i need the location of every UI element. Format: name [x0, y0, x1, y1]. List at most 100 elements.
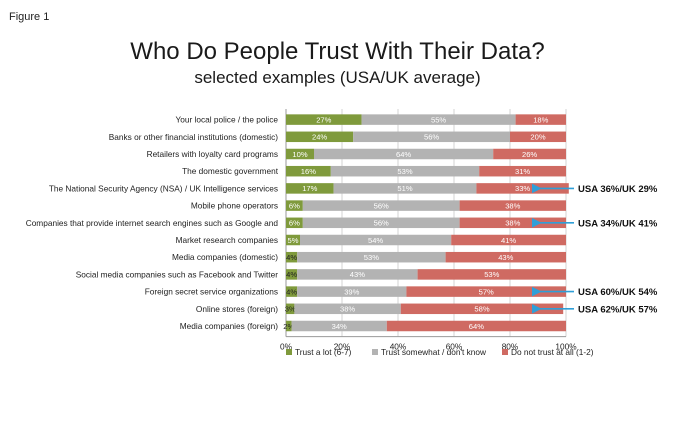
data-label: 53%	[484, 270, 499, 279]
data-label: 27%	[316, 115, 331, 124]
bar-segment	[286, 131, 354, 143]
data-label: 38%	[505, 201, 520, 210]
data-label: 54%	[368, 236, 383, 245]
category-label: Banks or other financial institutions (d…	[109, 132, 278, 142]
bar-segment	[302, 200, 460, 211]
data-label: 56%	[424, 133, 439, 142]
bar-segment	[297, 269, 418, 280]
bar-segment	[333, 183, 477, 194]
callout-label: USA 36%/UK 29%	[578, 184, 658, 195]
bar-segment	[400, 303, 564, 315]
category-label: Mobile phone operators	[191, 201, 278, 211]
bar-segment	[300, 234, 452, 246]
data-label: 39%	[344, 287, 359, 296]
bar-segment	[302, 217, 460, 229]
data-label: 38%	[340, 305, 355, 314]
data-label: 58%	[474, 305, 489, 314]
data-label: 31%	[515, 167, 530, 176]
data-label: 56%	[374, 201, 389, 210]
data-label: 38%	[505, 219, 520, 228]
x-tick-label: 0%	[280, 342, 293, 352]
data-label: 56%	[374, 219, 389, 228]
data-label: 4%	[286, 253, 297, 262]
legend-swatch	[372, 349, 378, 355]
bar-segment	[451, 234, 566, 246]
data-label: 20%	[530, 133, 545, 142]
data-label: 2%	[283, 322, 294, 331]
legend-swatch	[502, 349, 508, 355]
data-label: 4%	[286, 287, 297, 296]
data-label: 6%	[289, 201, 300, 210]
bar-segment	[353, 131, 510, 143]
bar-segment	[286, 165, 331, 177]
data-label: 3%	[285, 305, 296, 314]
data-label: 6%	[289, 219, 300, 228]
data-label: 41%	[501, 236, 516, 245]
category-label: Market research companies	[176, 235, 278, 245]
data-label: 64%	[469, 322, 484, 331]
bar-segment	[286, 148, 314, 160]
category-label: The National Security Agency (NSA) / UK …	[49, 183, 278, 193]
bar-segment	[286, 217, 303, 229]
data-label: 53%	[397, 167, 412, 176]
data-label: 33%	[515, 184, 530, 193]
category-label: Retailers with loyalty card programs	[147, 149, 278, 159]
bar-segment	[286, 303, 295, 315]
category-label: Foreign secret service organizations	[145, 287, 278, 297]
bar-segment	[286, 286, 298, 297]
category-label: The domestic government	[182, 166, 279, 176]
data-label: 57%	[479, 287, 494, 296]
category-label: Media companies (domestic)	[172, 252, 278, 262]
bar-segment	[445, 251, 566, 263]
data-label: 55%	[431, 115, 446, 124]
bar-segment	[286, 234, 300, 246]
bar-segment	[297, 286, 407, 297]
bar-segment	[330, 165, 480, 177]
legend-swatch	[286, 349, 292, 355]
x-tick-label: 80%	[502, 342, 519, 352]
data-label: 43%	[350, 270, 365, 279]
bar-segment	[361, 114, 516, 125]
category-label: Media companies (foreign)	[180, 321, 278, 331]
x-tick-label: 40%	[390, 342, 407, 352]
bar-segment	[286, 251, 298, 263]
category-label: Your local police / the police	[175, 115, 278, 125]
chart-subtitle: selected examples (USA/UK average)	[194, 68, 481, 87]
legend-label: Do not trust at all (1-2)	[511, 347, 594, 357]
data-label: 18%	[533, 115, 548, 124]
data-label: 10%	[292, 150, 307, 159]
bar-segment	[493, 148, 566, 160]
category-label: Social media companies such as Facebook …	[76, 269, 279, 279]
category-label: Companies that provide internet search e…	[26, 218, 279, 228]
callout-label: USA 34%/UK 41%	[578, 218, 658, 229]
data-label: 51%	[397, 184, 412, 193]
legend-label: Trust a lot (6-7)	[295, 347, 352, 357]
bar-segment	[459, 217, 566, 229]
data-label: 24%	[312, 133, 327, 142]
data-label: 64%	[396, 150, 411, 159]
bar-segment	[479, 165, 566, 177]
x-tick-label: 100%	[555, 342, 577, 352]
data-label: 43%	[498, 253, 513, 262]
bar-segment	[286, 200, 303, 211]
bar-segment	[294, 303, 401, 315]
bar-segment	[291, 320, 387, 332]
bar-segment	[417, 269, 566, 280]
figure-label: Figure 1	[9, 11, 50, 23]
callout-label: USA 62%/UK 57%	[578, 304, 658, 315]
legend-label: Trust somewhat / don't know	[381, 347, 487, 357]
bar-segment	[515, 114, 566, 125]
data-label: 34%	[332, 322, 347, 331]
bar-segment	[286, 114, 362, 125]
bar-segment	[286, 320, 292, 332]
data-label: 4%	[286, 270, 297, 279]
bar-segment	[510, 131, 566, 143]
data-label: 26%	[522, 150, 537, 159]
data-label: 53%	[364, 253, 379, 262]
bar-segment	[386, 320, 566, 332]
data-label: 16%	[301, 167, 316, 176]
category-label: Online stores (foreign)	[196, 304, 278, 314]
chart-title: Who Do People Trust With Their Data?	[130, 38, 545, 65]
x-tick-label: 20%	[334, 342, 351, 352]
